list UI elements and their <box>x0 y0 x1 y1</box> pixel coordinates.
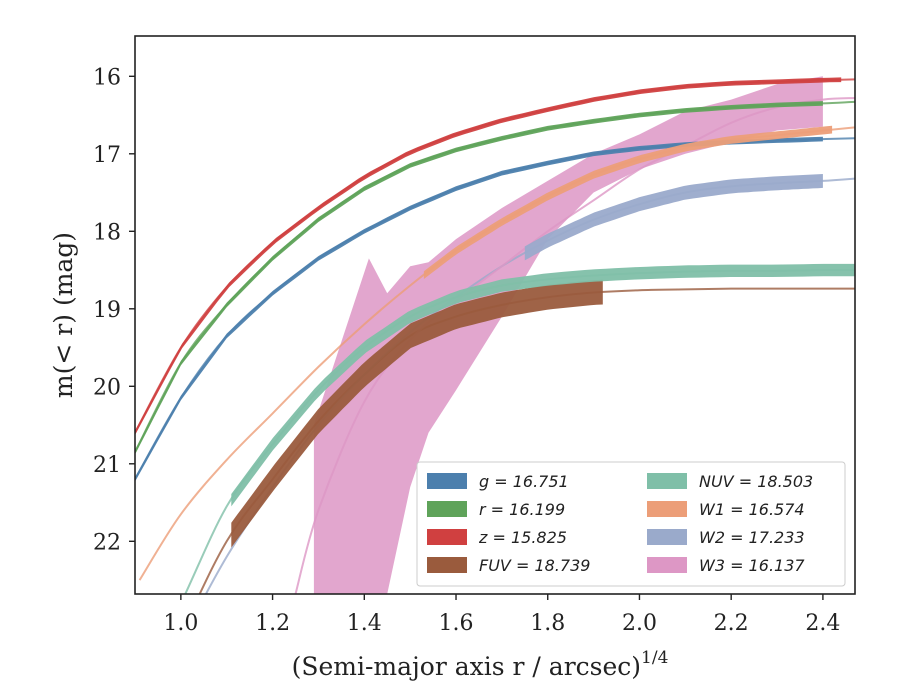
legend-label-w1: W1 = 16.574 <box>699 500 805 519</box>
y-tick-label: 16 <box>93 65 121 90</box>
x-tick-label: 2.4 <box>805 611 840 636</box>
y-axis-title: m(< r) (mag) <box>49 232 78 398</box>
y-tick-label: 18 <box>93 220 121 245</box>
y-tick-label: 22 <box>93 530 121 555</box>
legend-label-w2: W2 = 17.233 <box>699 528 805 547</box>
y-tick-label: 17 <box>93 143 121 168</box>
x-tick-label: 2.2 <box>714 611 749 636</box>
y-tick-label: 20 <box>93 375 121 400</box>
legend-swatch-r <box>427 501 467 517</box>
legend-label-r: r = 16.199 <box>479 500 565 519</box>
x-tick-label: 1.6 <box>439 611 474 636</box>
x-tick-label: 1.8 <box>530 611 565 636</box>
line-w3 <box>294 97 855 594</box>
x-tick-label: 1.0 <box>163 611 198 636</box>
legend-swatch-w3 <box>647 557 687 573</box>
x-tick-label: 1.4 <box>347 611 382 636</box>
band-fuv <box>231 279 603 548</box>
legend-swatch-g <box>427 473 467 489</box>
x-tick-label: 2.0 <box>622 611 657 636</box>
legend-label-nuv: NUV = 18.503 <box>699 472 813 491</box>
x-axis-ticks: 1.0 1.2 1.4 1.6 1.8 2.0 2.2 2.4 <box>163 594 840 636</box>
legend-swatch-z <box>427 529 467 545</box>
band-w2 <box>524 174 823 261</box>
legend-box <box>416 461 846 587</box>
legend: g = 16.751 r = 16.199 z = 15.825 FUV = 18.7… <box>416 461 846 587</box>
legend-swatch-fuv <box>427 557 467 573</box>
legend-label-w3: W3 = 16.137 <box>699 556 805 575</box>
legend-label-z: z = 15.825 <box>478 528 567 547</box>
x-tick-label: 1.2 <box>255 611 290 636</box>
y-tick-label: 21 <box>93 453 121 478</box>
legend-swatch-w1 <box>647 501 687 517</box>
y-axis-ticks: 16 17 18 19 20 21 22 <box>93 65 135 555</box>
plot-frame <box>134 35 856 595</box>
model-lines <box>135 77 855 594</box>
legend-label-g: g = 16.751 <box>479 472 569 491</box>
y-tick-label: 19 <box>93 298 121 323</box>
legend-swatch-nuv <box>647 473 687 489</box>
legend-label-fuv: FUV = 18.739 <box>479 556 590 575</box>
legend-swatch-w2 <box>647 529 687 545</box>
x-axis-title: (Semi-major axis r / arcsec)1/4 <box>292 648 669 681</box>
